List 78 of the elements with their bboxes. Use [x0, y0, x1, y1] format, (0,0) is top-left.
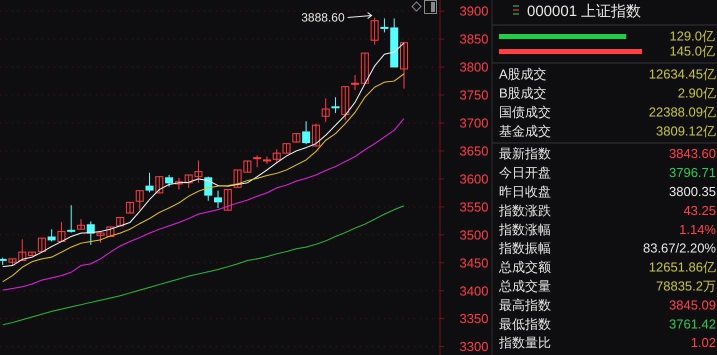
chart-title: 000001 上证指数 [527, 3, 642, 20]
candlestick [214, 190, 222, 208]
text: 1.14% [679, 222, 716, 237]
category-label: B股成交 [499, 85, 547, 100]
category-label: 最低指数 [499, 316, 551, 332]
category-label: 最高指数 [499, 297, 551, 312]
text: 3809.12亿 [656, 123, 716, 138]
candlestick [243, 160, 252, 173]
y-tick-label: 3450 [460, 255, 488, 270]
candlestick [234, 169, 242, 188]
category-label: A股成交 [499, 66, 547, 82]
category-label: 基金成交 [499, 123, 551, 138]
candlestick [253, 154, 262, 168]
candlestick [194, 160, 202, 184]
text: 3843.60 [669, 146, 716, 162]
candlestick [351, 74, 360, 91]
candlestick [86, 220, 95, 246]
line-series [2, 205, 404, 326]
candlestick [331, 96, 340, 114]
y-tick-label: 3550 [460, 199, 488, 214]
candlestick [224, 189, 232, 211]
candlestick [106, 226, 114, 237]
candlestick [96, 230, 105, 244]
text: 12651.86亿 [648, 260, 716, 275]
category-label: 指数涨幅 [498, 222, 551, 237]
text: 3761.42 [669, 316, 716, 332]
text: 3845.09 [669, 297, 716, 312]
category-label: 最新指数 [499, 146, 551, 162]
candlestick [312, 123, 320, 146]
candlestick [126, 202, 134, 214]
text: 2.90亿 [678, 85, 716, 100]
text: 12634.45亿 [648, 66, 716, 82]
text: 3796.71 [669, 165, 716, 180]
line-series [2, 118, 404, 291]
y-tick-label: 3500 [460, 227, 488, 242]
text: 22388.09亿 [648, 104, 716, 120]
category-label: 今日开盘 [499, 165, 551, 180]
candlestick [400, 41, 408, 90]
text: 43.25 [683, 202, 716, 218]
candlestick [146, 172, 154, 193]
category-label: 指数振幅 [498, 240, 551, 256]
data-label: 129.0亿 [669, 28, 715, 44]
category-label: 总成交量 [498, 278, 551, 294]
candlestick [67, 204, 76, 234]
candlestick [155, 176, 164, 194]
candlestick [57, 221, 66, 242]
candlestick [370, 17, 379, 46]
text: 83.67/2.20% [642, 240, 716, 256]
candlestick [165, 174, 174, 188]
y-tick-label: 3400 [460, 283, 488, 298]
y-tick-label: 3650 [460, 143, 488, 158]
category-label: 总成交额 [498, 260, 551, 275]
annotation: 3888.60 [301, 10, 345, 25]
line-series [2, 73, 404, 282]
category-label: 指数量比 [498, 335, 551, 350]
candlestick [341, 86, 350, 121]
category-label: 国债成交 [499, 104, 551, 120]
y-tick-label: 3800 [460, 60, 488, 75]
candlestick [38, 238, 46, 252]
data-label: 145.0亿 [669, 44, 715, 59]
text: 3800.35 [669, 184, 716, 199]
y-tick-label: 3700 [460, 116, 488, 131]
candlestick [136, 190, 144, 210]
text: 1.02 [690, 335, 716, 350]
category-label: 昨日收盘 [499, 184, 551, 199]
candlestick [322, 98, 330, 122]
text: 78835.2万 [656, 278, 716, 294]
candlestick [77, 218, 85, 230]
y-tick-label: 3600 [460, 171, 488, 186]
y-tick-label: 3900 [460, 4, 488, 19]
candlestick [360, 52, 369, 84]
candlestick [48, 228, 56, 242]
y-tick-label: 3350 [460, 311, 488, 326]
category-label: 指数涨跌 [498, 202, 551, 218]
y-tick-label: 3300 [460, 339, 488, 354]
y-tick-label: 3850 [460, 32, 488, 47]
y-tick-label: 3750 [460, 88, 488, 103]
candlestick [302, 120, 310, 145]
